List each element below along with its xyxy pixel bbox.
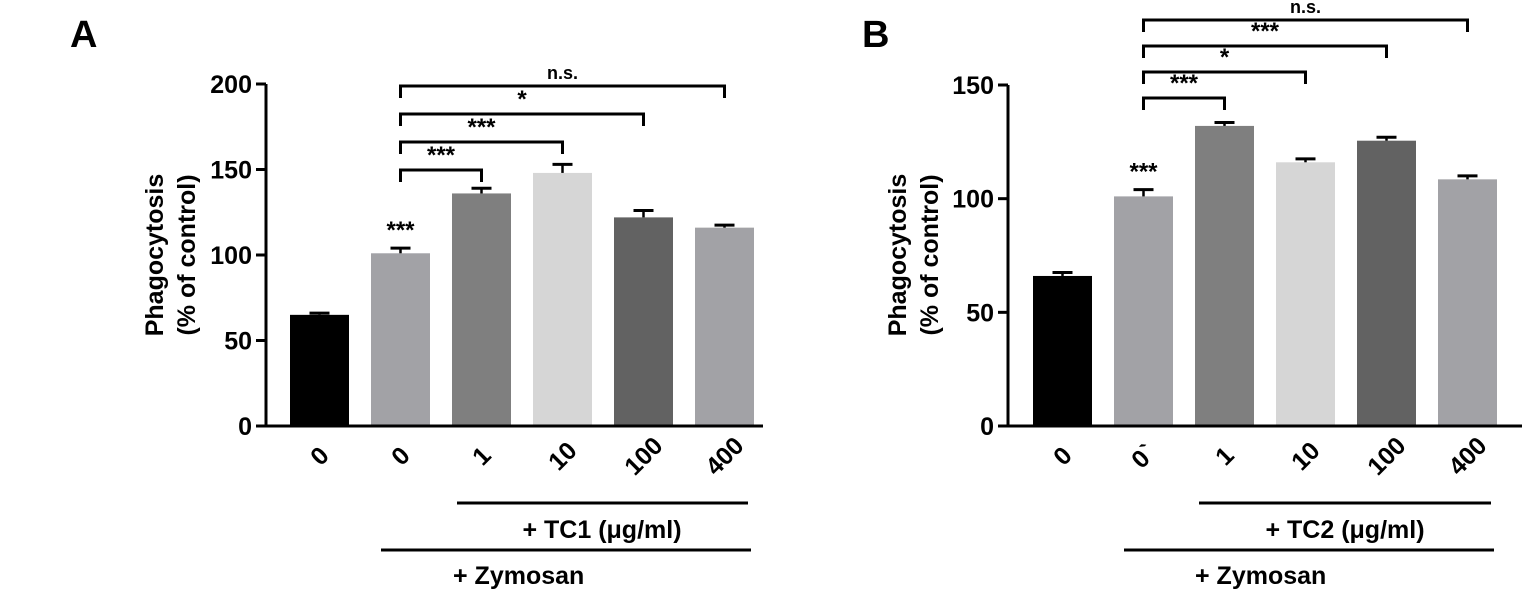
comparison-bracket — [1142, 70, 1307, 84]
x-tick-labels: 0 0 1 10 100 400 — [305, 432, 749, 481]
y-tick-label: 50 — [224, 328, 252, 356]
x-tick-label: 1 — [467, 441, 497, 471]
comparison-label: *** — [427, 142, 456, 169]
treatment-label: + TC1 (μg/ml) — [522, 516, 681, 544]
axes — [1006, 85, 1522, 428]
treatment-label: + TC2 (μg/ml) — [1265, 516, 1424, 544]
comparison-bracket — [399, 168, 483, 182]
bar — [614, 217, 673, 426]
y-axis-label-line1: Phagocytosis — [884, 174, 912, 337]
bar — [452, 193, 511, 426]
x-tick-label: 0 — [305, 442, 335, 472]
panel-a: A Phagocytosis (% of control) 0501001502… — [70, 14, 763, 590]
panel-label: A — [70, 14, 97, 56]
y-tick-label: 0 — [980, 413, 994, 441]
y-axis-label-line1: Phagocytosis — [141, 174, 169, 337]
comparison-label: * — [1220, 44, 1230, 71]
significance-label: *** — [1129, 159, 1158, 186]
x-tick-label: 1 — [1210, 441, 1240, 471]
comparison-brackets: *******n.s. — [399, 63, 726, 182]
comparison-bracket — [399, 140, 564, 154]
comparison-bracket — [1142, 96, 1226, 110]
comparison-bracket — [399, 84, 726, 98]
comparison-label: n.s. — [1290, 0, 1321, 17]
x-tick-label: 0 — [386, 442, 416, 472]
panel-b: B Phagocytosis (% of control) 050100150 … — [862, 0, 1522, 590]
bar — [533, 172, 592, 426]
y-axis-label-line2: (% of control) — [916, 174, 944, 335]
bar — [695, 227, 754, 426]
bar — [1276, 162, 1335, 426]
bar — [1114, 196, 1173, 426]
bar — [1033, 275, 1092, 426]
y-tick-label: 200 — [210, 71, 252, 99]
panel-label: B — [862, 14, 889, 56]
y-tick-label: 0 — [238, 413, 252, 441]
axes — [264, 84, 763, 428]
bar — [371, 253, 430, 426]
bar-annotations: *** — [386, 217, 415, 244]
bar — [1195, 125, 1254, 427]
comparison-brackets: *******n.s. — [1142, 0, 1469, 110]
bar — [1438, 179, 1497, 426]
bars — [290, 172, 754, 426]
comparison-label: *** — [1170, 70, 1199, 97]
comparison-bracket — [1142, 44, 1388, 58]
comparison-bracket — [399, 112, 645, 126]
x-tick-label: 10 — [543, 437, 582, 476]
comparison-label: n.s. — [547, 63, 578, 83]
x-tick-label: 10 — [1286, 437, 1325, 476]
y-axis-ticks: 0 50 100 150 200 — [210, 71, 266, 441]
significance-label: *** — [386, 217, 415, 244]
zymosan-label: + Zymosan — [1195, 562, 1326, 590]
bar-annotations: *** — [1129, 159, 1158, 186]
y-tick-label: 50 — [966, 299, 994, 327]
x-tick-label: 400 — [700, 432, 749, 481]
zymosan-label: + Zymosan — [453, 562, 584, 590]
error-bars — [309, 162, 735, 315]
comparison-label: *** — [467, 114, 496, 141]
comparison-label: *** — [1251, 18, 1280, 45]
x-tick-label: 0` — [1126, 439, 1162, 475]
x-tick-labels: 0 0` 1 10 100 400 — [1048, 432, 1492, 481]
bar — [290, 314, 349, 426]
x-tick-label: 0 — [1048, 442, 1078, 472]
x-tick-label: 100 — [619, 432, 668, 481]
comparison-label: * — [517, 86, 527, 113]
y-tick-label: 150 — [952, 72, 994, 100]
comparison-bracket — [1142, 18, 1469, 32]
bars — [1033, 125, 1497, 427]
error-bars — [1052, 121, 1478, 276]
x-tick-label: 100 — [1362, 432, 1411, 481]
x-tick-label: 400 — [1443, 432, 1492, 481]
bar — [1357, 140, 1416, 427]
y-tick-label: 100 — [210, 242, 252, 270]
y-axis-ticks: 0 50 100 150 — [952, 72, 1008, 441]
y-tick-label: 150 — [210, 157, 252, 185]
y-tick-label: 100 — [952, 186, 994, 214]
y-axis-label-line2: (% of control) — [173, 174, 201, 335]
